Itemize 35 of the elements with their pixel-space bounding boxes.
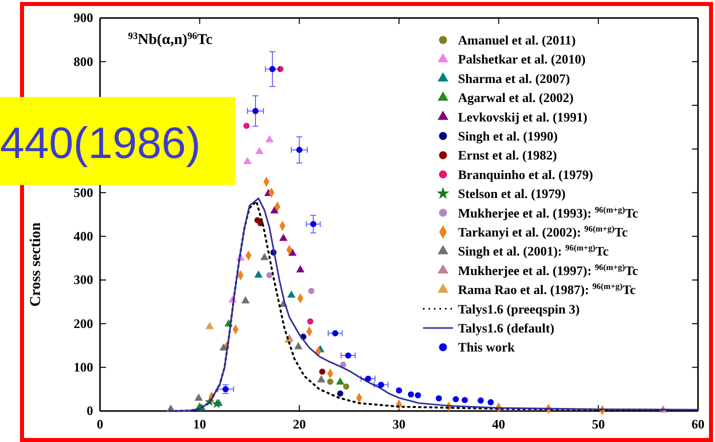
legend-label: Singh et al. (1990) [458, 128, 558, 144]
x-tick-label: 10 [193, 416, 206, 432]
x-tick-label: 50 [592, 416, 605, 432]
legend-label: Mukherjee et al. (1997): $^{96(m+g)}$Tc [458, 262, 638, 278]
legend-label: Stelson et al. (1979) [458, 186, 566, 202]
y-tick-label: 500 [74, 184, 94, 200]
x-tick-label: 40 [492, 416, 506, 432]
legend-label: Singh et al. (2001): $^{96(m+g)}$Tc [458, 242, 609, 259]
x-tick-label: 20 [292, 416, 306, 432]
legend-label: This work [458, 340, 516, 355]
legend-label: Ernst et al. (1982) [458, 148, 557, 163]
legend-label: Branquinho et al. (1979) [458, 166, 594, 182]
x-tick-label: 30 [392, 416, 406, 432]
legend-label: Agarwal et al. (2002) [458, 90, 574, 106]
x-tick-label: 0 [96, 416, 104, 432]
legend-label: Levkovskij et al. (1991) [458, 109, 588, 124]
y-tick-label: 100 [74, 359, 94, 374]
annotation: $^{93}$Nb(α,n)$^{96}$Tc [128, 30, 213, 48]
y-tick-label: 300 [74, 272, 94, 288]
y-axis-title: Cross section [28, 222, 44, 307]
x-tick-label: 60 [692, 416, 704, 432]
y-tick-label: 900 [74, 10, 94, 26]
annotation: 440(1986) [0, 119, 201, 168]
y-tick-label: 800 [74, 54, 94, 69]
legend-label: Palshetkar et al. (2010) [458, 52, 586, 67]
y-tick-label: 0 [86, 403, 94, 418]
legend-label: Rama Rao et al. (1987): $^{96(m+g)}$Tc [458, 281, 636, 298]
legend-label: Talys1.6 (preeqspin 3) [458, 301, 580, 316]
legend-label: Amanuel et al. (2011) [458, 32, 576, 48]
legend-label: Tarkanyi et al. (2002): $^{96(m+g)}$Tc [458, 224, 628, 240]
y-tick-label: 200 [74, 316, 94, 331]
legend-label: Talys1.6 (default) [458, 320, 554, 336]
y-tick-label: 400 [74, 228, 94, 244]
legend-label: Mukherjee et al. (1993): $^{96(m+g)}$Tc [458, 204, 638, 220]
legend-label: Sharma et al. (2007) [458, 70, 570, 86]
